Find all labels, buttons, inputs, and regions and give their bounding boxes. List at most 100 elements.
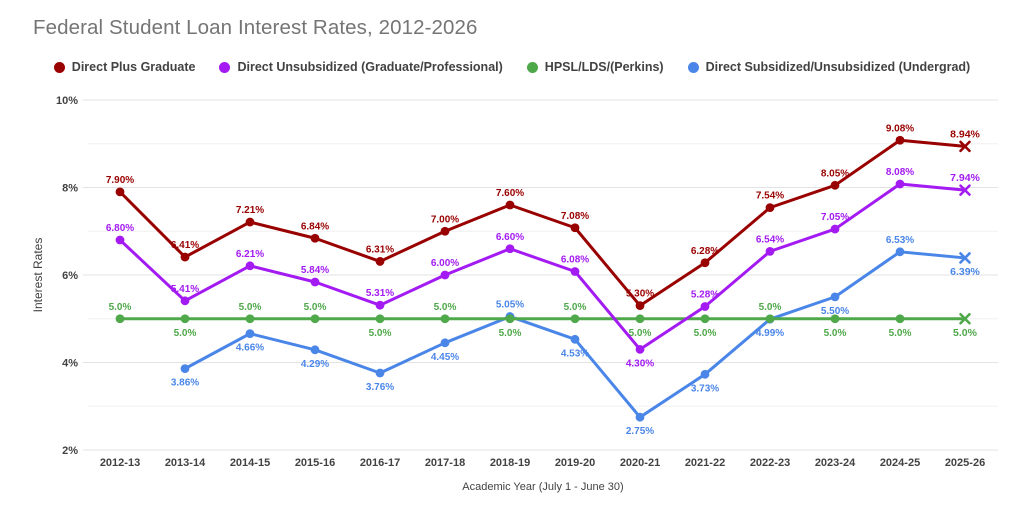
data-label: 6.60%	[496, 232, 524, 243]
data-point[interactable]	[440, 338, 450, 348]
data-point[interactable]	[245, 261, 255, 271]
data-label: 7.08%	[561, 211, 589, 222]
data-point[interactable]	[310, 314, 320, 324]
data-label: 4.66%	[236, 343, 264, 354]
data-label: 6.53%	[886, 235, 914, 246]
data-point-x-marker[interactable]	[959, 312, 971, 325]
data-point[interactable]	[635, 344, 645, 354]
data-label: 4.29%	[301, 359, 329, 370]
legend-item: HPSL/LDS/(Perkins)	[526, 60, 664, 74]
data-point[interactable]	[440, 314, 450, 324]
data-point[interactable]	[505, 200, 515, 210]
data-point-x-marker[interactable]	[959, 184, 971, 196]
data-label: 6.08%	[561, 255, 589, 266]
data-point[interactable]	[115, 314, 125, 324]
legend-item: Direct Subsidized/Unsubsidized (Undergra…	[687, 60, 971, 74]
x-tick-label: 2025-26	[945, 457, 985, 469]
data-point[interactable]	[505, 244, 515, 254]
data-label: 6.41%	[171, 240, 199, 251]
y-tick-label: 2%	[62, 445, 78, 457]
data-label: 6.84%	[301, 221, 329, 232]
data-label: 7.60%	[496, 188, 524, 199]
legend-label: Direct Subsidized/Unsubsidized (Undergra…	[705, 60, 971, 74]
data-label: 7.54%	[756, 191, 784, 202]
data-label: 5.0%	[109, 302, 132, 313]
data-label: 5.0%	[629, 328, 652, 339]
x-tick-label: 2013-14	[165, 457, 206, 469]
x-tick-label: 2015-16	[295, 457, 335, 469]
data-point[interactable]	[310, 345, 320, 355]
data-point[interactable]	[115, 187, 125, 197]
data-point[interactable]	[700, 369, 710, 379]
legend-item: Direct Unsubsidized (Graduate/Profession…	[219, 60, 503, 74]
data-point[interactable]	[180, 252, 190, 262]
data-point[interactable]	[570, 314, 580, 324]
data-point[interactable]	[505, 314, 515, 324]
data-point[interactable]	[115, 235, 125, 245]
data-label: 8.08%	[886, 167, 914, 178]
data-point[interactable]	[700, 302, 710, 311]
data-label: 5.0%	[434, 302, 457, 313]
data-label: 3.86%	[171, 378, 199, 389]
data-point[interactable]	[765, 246, 775, 256]
data-label: 5.0%	[239, 302, 262, 313]
data-label: 5.0%	[304, 302, 327, 313]
data-label: 6.31%	[366, 244, 394, 255]
data-point[interactable]	[635, 301, 645, 311]
data-point[interactable]	[375, 368, 385, 378]
data-point[interactable]	[245, 314, 255, 324]
data-point[interactable]	[375, 300, 385, 310]
legend-item: Direct Plus Graduate	[53, 60, 195, 74]
data-point[interactable]	[180, 364, 190, 374]
data-point[interactable]	[440, 270, 450, 280]
data-label: 8.05%	[821, 168, 849, 179]
data-point[interactable]	[180, 296, 190, 306]
x-tick-label: 2017-18	[425, 457, 465, 469]
series-line	[118, 182, 966, 351]
data-point[interactable]	[830, 314, 840, 324]
data-point-x-marker[interactable]	[959, 252, 971, 264]
data-point[interactable]	[895, 179, 905, 189]
data-point[interactable]	[570, 267, 580, 276]
data-point-x-marker[interactable]	[959, 140, 971, 153]
data-point[interactable]	[765, 314, 775, 324]
data-point[interactable]	[245, 329, 255, 339]
data-point[interactable]	[895, 247, 905, 257]
data-point[interactable]	[310, 277, 320, 287]
data-point[interactable]	[635, 314, 645, 324]
data-point[interactable]	[570, 334, 580, 344]
data-point[interactable]	[895, 314, 905, 324]
data-point[interactable]	[765, 203, 775, 213]
chart-legend: Direct Plus Graduate Direct Unsubsidized …	[0, 60, 1024, 74]
x-tick-label: 2021-22	[685, 457, 725, 469]
data-point[interactable]	[375, 314, 385, 324]
y-tick-label: 10%	[56, 95, 78, 107]
data-label: 7.94%	[950, 172, 980, 184]
data-point[interactable]	[895, 135, 905, 145]
data-label: 5.0%	[369, 328, 392, 339]
data-point[interactable]	[375, 257, 385, 266]
data-point[interactable]	[570, 223, 580, 233]
data-point[interactable]	[830, 224, 840, 234]
data-label: 5.0%	[953, 327, 978, 339]
data-point[interactable]	[830, 292, 840, 302]
data-label: 5.05%	[496, 300, 524, 311]
data-label: 6.39%	[950, 266, 980, 278]
x-tick-label: 2022-23	[750, 457, 790, 469]
data-point[interactable]	[700, 314, 710, 324]
data-label: 5.0%	[174, 328, 197, 339]
data-point[interactable]	[635, 412, 645, 422]
legend-label: Direct Unsubsidized (Graduate/Profession…	[237, 60, 503, 74]
data-point[interactable]	[245, 217, 255, 227]
data-point[interactable]	[440, 226, 450, 236]
data-point[interactable]	[180, 314, 190, 324]
data-point[interactable]	[310, 233, 320, 243]
data-label: 4.99%	[756, 328, 784, 339]
data-point[interactable]	[700, 258, 710, 268]
y-axis-title: Interest Rates	[31, 237, 45, 313]
data-label: 5.0%	[759, 302, 782, 313]
legend-dot-icon	[219, 61, 231, 73]
data-point[interactable]	[830, 180, 840, 190]
